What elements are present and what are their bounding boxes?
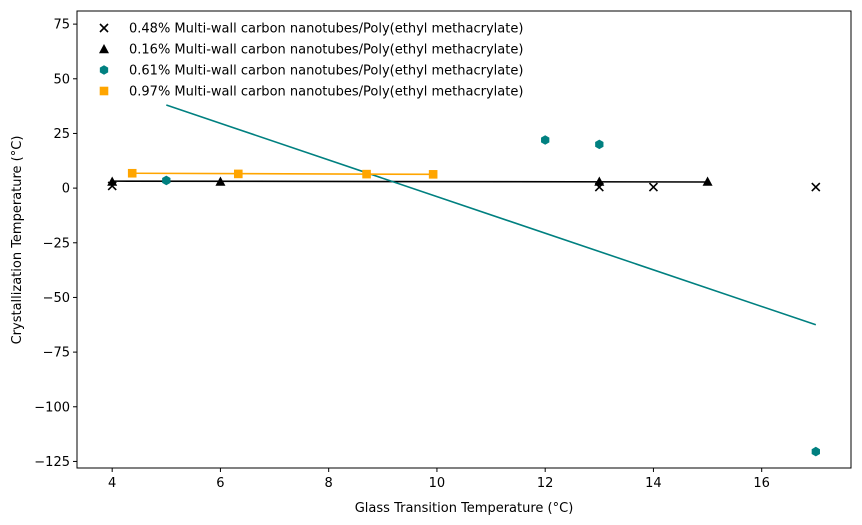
data-point (107, 176, 118, 186)
data-point (541, 135, 550, 145)
data-point (594, 176, 605, 186)
x-tick-label: 12 (537, 476, 554, 491)
marker-stroke (811, 182, 821, 192)
data-point (702, 176, 713, 186)
data-point (127, 168, 137, 178)
y-tick-label: −50 (43, 291, 70, 306)
y-tick-label: 25 (53, 127, 70, 142)
y-tick-label: 0 (62, 182, 70, 197)
legend-marker (99, 44, 109, 54)
y-tick-label: 75 (53, 18, 70, 33)
x-tick-label: 8 (325, 476, 333, 491)
x-tick-label: 4 (108, 476, 116, 491)
x-tick-label: 14 (645, 476, 662, 491)
legend-marker (99, 23, 109, 33)
fit-line (132, 172, 434, 176)
x-tick-label: 10 (429, 476, 446, 491)
fit-lines (112, 104, 817, 326)
data-point (215, 176, 226, 186)
data-point (428, 170, 438, 179)
data-point (233, 169, 243, 179)
data-points (107, 135, 821, 457)
data-point (362, 169, 371, 179)
y-tick-label: −25 (43, 236, 70, 251)
x-axis-title: Glass Transition Temperature (°C) (355, 501, 574, 516)
legend-marker (99, 86, 109, 96)
y-tick-label: 50 (53, 72, 70, 87)
y-tick-label: −125 (34, 455, 70, 470)
marker-stroke (648, 182, 659, 192)
data-point (811, 182, 821, 192)
data-point (811, 446, 820, 457)
data-point (595, 139, 604, 150)
data-point (648, 182, 659, 192)
fit-line (166, 104, 817, 326)
legend-label: 0.61% Multi-wall carbon nanotubes/Poly(e… (129, 64, 523, 79)
legend-label: 0.97% Multi-wall carbon nanotubes/Poly(e… (129, 85, 523, 100)
x-axis-ticks: 4 6 8 10 12 14 16 (108, 468, 770, 491)
legend: 0.48% Multi-wall carbon nanotubes/Poly(e… (99, 22, 523, 100)
y-axis-ticks: 75 50 25 0 −25 −50 −75 −100 −125 (34, 18, 77, 470)
legend-label: 0.48% Multi-wall carbon nanotubes/Poly(e… (129, 22, 523, 37)
fit-line (112, 180, 708, 183)
plot-frame (76, 10, 852, 469)
y-tick-label: −75 (43, 346, 70, 361)
data-point (162, 175, 171, 186)
x-tick-label: 16 (753, 476, 770, 491)
x-tick-label: 6 (216, 476, 224, 491)
y-tick-label: −100 (34, 400, 70, 415)
legend-label: 0.16% Multi-wall carbon nanotubes/Poly(e… (129, 43, 523, 58)
legend-marker (99, 65, 109, 75)
marker-stroke (99, 23, 109, 33)
y-axis-title: Crystallization Temperature (°C) (10, 136, 25, 345)
